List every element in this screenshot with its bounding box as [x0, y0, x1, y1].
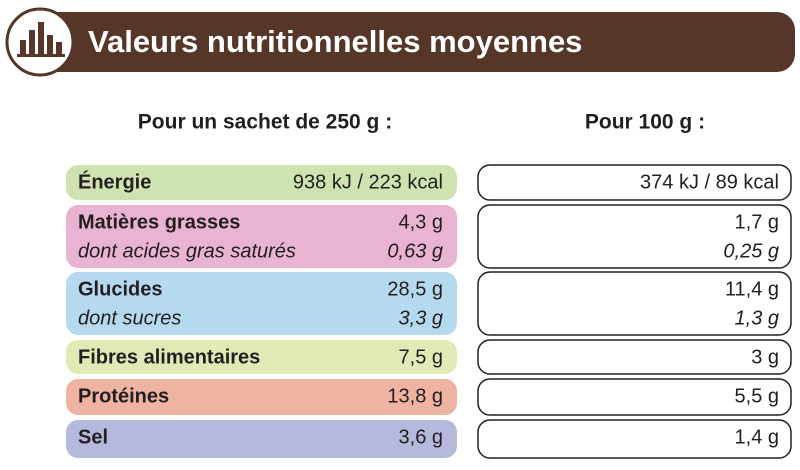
row-background [66, 165, 457, 200]
value-per-100g: 5,5 g [735, 385, 779, 407]
sub-value-per-sachet: 3,3 g [399, 307, 443, 329]
value-per-100g: 1,4 g [735, 426, 779, 448]
row-label: Matières grasses [78, 211, 240, 233]
row-label: Glucides [78, 278, 162, 300]
row-label: Protéines [78, 385, 169, 407]
row-box [477, 339, 792, 375]
row-box [477, 204, 792, 269]
column-header: Pour 100 g : [585, 111, 705, 134]
value-per-sachet: 4,3 g [399, 211, 443, 233]
value-per-sachet: 13,8 g [387, 385, 443, 407]
row-background [66, 379, 457, 415]
value-per-sachet: 938 kJ / 223 kcal [293, 171, 443, 193]
row-background [66, 205, 457, 268]
header-title: Valeurs nutritionnelles moyennes [88, 24, 582, 59]
column-header: Pour un sachet de 250 g : [138, 111, 392, 134]
sub-label: dont acides gras saturés [78, 240, 296, 262]
value-per-sachet: 7,5 g [399, 346, 443, 368]
row-box [477, 164, 792, 201]
row-box [477, 378, 792, 416]
value-per-sachet: 28,5 g [387, 278, 443, 300]
value-per-100g: 3 g [751, 346, 779, 368]
value-per-100g: 11,4 g [725, 278, 779, 300]
row-background [66, 340, 457, 374]
row-background [66, 420, 457, 458]
row-box [477, 271, 792, 336]
value-per-100g: 1,7 g [735, 211, 779, 233]
value-per-sachet: 3,6 g [399, 426, 443, 448]
sub-value-per-100g: 0,25 g [723, 240, 779, 262]
row-label: Fibres alimentaires [78, 346, 260, 368]
sub-value-per-100g: 1,3 g [735, 307, 779, 329]
sub-value-per-sachet: 0,63 g [387, 240, 443, 262]
sub-label: dont sucres [78, 307, 181, 329]
header-bar [40, 12, 795, 72]
icon-bars [17, 22, 65, 57]
row-box [477, 419, 792, 459]
row-label: Sel [78, 426, 108, 448]
row-label: Énergie [78, 170, 151, 193]
row-background [66, 272, 457, 335]
value-per-100g: 374 kJ / 89 kcal [640, 171, 779, 193]
